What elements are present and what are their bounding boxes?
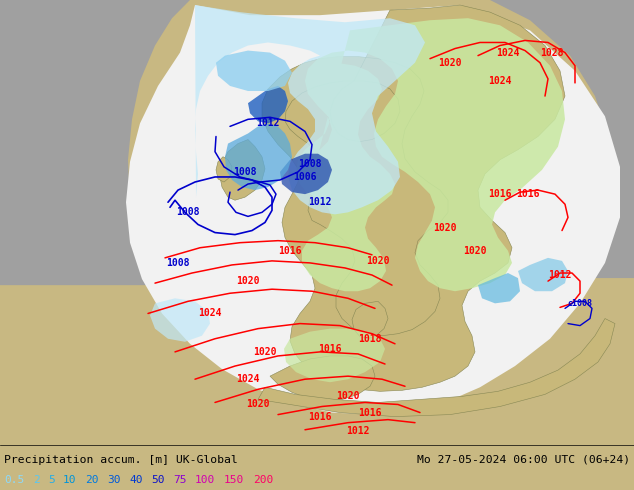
Text: 1020: 1020: [433, 222, 456, 233]
Text: 1028: 1028: [540, 48, 564, 58]
Text: 1012: 1012: [548, 270, 572, 280]
Text: 1016: 1016: [278, 246, 302, 256]
Polygon shape: [284, 329, 385, 382]
Text: 1024: 1024: [496, 48, 520, 58]
Polygon shape: [195, 5, 425, 214]
Text: 1020: 1020: [336, 392, 359, 401]
Text: 1012: 1012: [256, 119, 280, 128]
Text: 5: 5: [48, 475, 55, 485]
Text: 150: 150: [224, 475, 244, 485]
Polygon shape: [490, 0, 634, 445]
Text: 1016: 1016: [318, 344, 342, 354]
Text: 1020: 1020: [463, 246, 487, 256]
Text: 1024: 1024: [198, 309, 222, 318]
Text: 1012: 1012: [346, 426, 370, 436]
Polygon shape: [262, 5, 565, 392]
Polygon shape: [0, 0, 190, 445]
Polygon shape: [258, 318, 615, 416]
Text: Precipitation accum. [m] UK-Global: Precipitation accum. [m] UK-Global: [4, 455, 238, 465]
Polygon shape: [270, 356, 375, 401]
Text: 10: 10: [63, 475, 77, 485]
Text: 1024: 1024: [488, 76, 512, 86]
Text: 1006: 1006: [294, 172, 317, 182]
Text: Mo 27-05-2024 06:00 UTC (06+24): Mo 27-05-2024 06:00 UTC (06+24): [417, 455, 630, 465]
Text: 30: 30: [107, 475, 120, 485]
Polygon shape: [296, 18, 565, 291]
Text: 0.5: 0.5: [4, 475, 24, 485]
Text: 1008: 1008: [166, 258, 190, 268]
Polygon shape: [478, 273, 520, 303]
Text: 100: 100: [195, 475, 216, 485]
Text: 1020: 1020: [236, 276, 260, 286]
Polygon shape: [518, 258, 568, 291]
Text: 200: 200: [253, 475, 273, 485]
Polygon shape: [220, 140, 265, 200]
Text: 40: 40: [129, 475, 143, 485]
Text: 1024: 1024: [236, 374, 260, 384]
Polygon shape: [216, 50, 292, 91]
Text: 1016: 1016: [358, 408, 382, 417]
Text: 1008: 1008: [298, 159, 321, 169]
Text: 1008: 1008: [176, 207, 200, 218]
Text: 1020: 1020: [366, 256, 390, 266]
Text: 50: 50: [151, 475, 164, 485]
Text: 20: 20: [85, 475, 98, 485]
Text: 1020: 1020: [253, 347, 277, 357]
Polygon shape: [352, 301, 388, 339]
Polygon shape: [150, 298, 210, 342]
Polygon shape: [126, 5, 620, 415]
Text: c1008: c1008: [567, 299, 593, 308]
Polygon shape: [248, 86, 288, 123]
Text: 1020: 1020: [246, 399, 269, 410]
Text: 2: 2: [33, 475, 40, 485]
Polygon shape: [280, 154, 332, 194]
Polygon shape: [216, 157, 232, 182]
Text: 75: 75: [173, 475, 186, 485]
Text: 1016: 1016: [308, 412, 332, 421]
Text: 1018: 1018: [358, 334, 382, 344]
Polygon shape: [225, 123, 292, 190]
Text: 1008: 1008: [233, 167, 257, 177]
Text: 1016: 1016: [516, 189, 540, 199]
Text: 1020: 1020: [438, 58, 462, 68]
Text: 1016: 1016: [488, 189, 512, 199]
Text: 1012: 1012: [308, 197, 332, 207]
